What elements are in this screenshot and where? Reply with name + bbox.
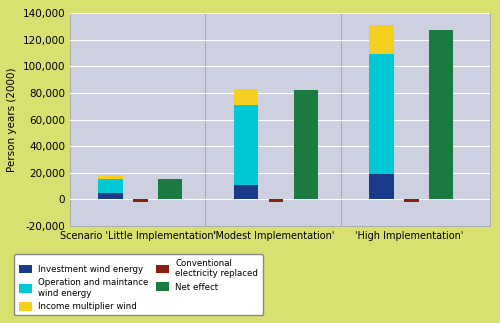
- Bar: [234, 105, 258, 185]
- Bar: [98, 180, 123, 193]
- Bar: [98, 175, 123, 180]
- Bar: [268, 200, 283, 202]
- Bar: [370, 25, 394, 54]
- Bar: [158, 180, 182, 200]
- Bar: [404, 200, 418, 202]
- Bar: [429, 30, 454, 200]
- Bar: [234, 185, 258, 200]
- Bar: [98, 193, 123, 200]
- Bar: [234, 89, 258, 105]
- Bar: [370, 174, 394, 200]
- Bar: [370, 54, 394, 174]
- Bar: [133, 200, 148, 202]
- Legend: Investment wind energy, Operation and maintance
wind energy, Income multiplier w: Investment wind energy, Operation and ma…: [14, 254, 262, 316]
- Y-axis label: Person years (2000): Person years (2000): [7, 67, 17, 172]
- Bar: [294, 90, 318, 200]
